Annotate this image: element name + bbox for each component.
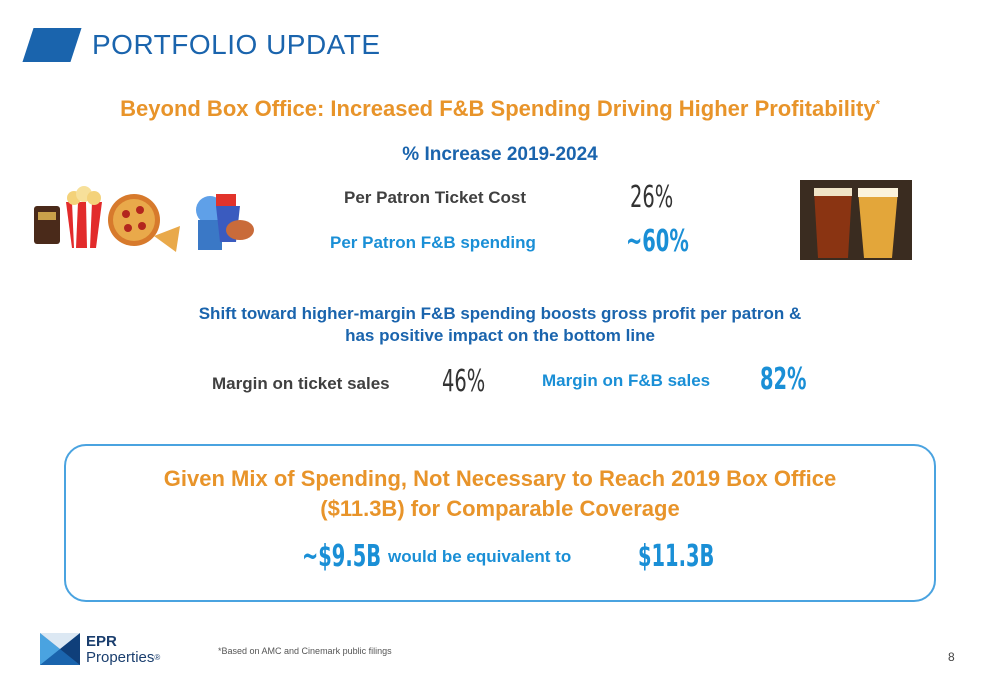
ticket-cost-label: Per Patron Ticket Cost: [344, 188, 527, 207]
slide-title: PORTFOLIO UPDATE: [92, 29, 381, 60]
fb-margin-value: 82%: [760, 362, 807, 397]
fb-margin-label: Margin on F&B sales: [542, 371, 711, 390]
ticket-margin-value-wrap: 46%: [442, 364, 502, 399]
logo-text: EPR Properties®: [86, 634, 160, 666]
headline: Beyond Box Office: Increased F&B Spendin…: [0, 96, 1000, 122]
page-number: 8: [948, 650, 955, 664]
beer-image: [800, 180, 912, 260]
fb-margin-value-wrap: 82%: [760, 362, 825, 397]
callout-title: Given Mix of Spending, Not Necessary to …: [64, 464, 936, 524]
fb-spending-value: ~60%: [626, 224, 689, 259]
logo-line-1: EPR: [86, 633, 117, 650]
footnote: *Based on AMC and Cinemark public filing…: [218, 646, 392, 656]
ticket-cost-value: 26%: [630, 180, 674, 215]
callout-line-2: ($11.3B) for Comparable Coverage: [320, 496, 680, 521]
logo-line-2-text: Properties: [86, 649, 155, 666]
callout-left-value-wrap: ~$9.5B: [302, 539, 412, 574]
shift-line-1: Shift toward higher-margin F&B spending …: [198, 304, 802, 323]
snacks-image: [34, 186, 254, 252]
title-tab-shape: [22, 28, 82, 62]
callout-right-value-wrap: $11.3B: [638, 539, 744, 574]
comparison-heading: % Increase 2019-2024: [402, 144, 598, 165]
callout-line-1: Given Mix of Spending, Not Necessary to …: [163, 466, 837, 491]
logo-line-2: Properties®: [86, 650, 160, 666]
callout-box: [64, 444, 936, 602]
epr-logo-icon: [40, 633, 80, 665]
callout-right-value: $11.3B: [638, 539, 715, 574]
headline-text: Beyond Box Office: Increased F&B Spendin…: [120, 96, 876, 121]
ticket-cost-value-wrap: 26%: [630, 180, 690, 215]
fb-spending-value-wrap: ~60%: [626, 224, 713, 259]
headline-marker: *: [875, 98, 880, 111]
logo-registered-mark: ®: [154, 653, 161, 662]
callout-middle-text: would be equivalent to: [388, 547, 572, 566]
shift-line-2: has positive impact on the bottom line: [345, 326, 655, 345]
ticket-margin-label: Margin on ticket sales: [212, 374, 390, 393]
callout-left-value: ~$9.5B: [302, 539, 382, 574]
shift-text: Shift toward higher-margin F&B spending …: [0, 303, 1000, 347]
ticket-margin-value: 46%: [442, 364, 486, 399]
fb-spending-label: Per Patron F&B spending: [330, 233, 536, 252]
